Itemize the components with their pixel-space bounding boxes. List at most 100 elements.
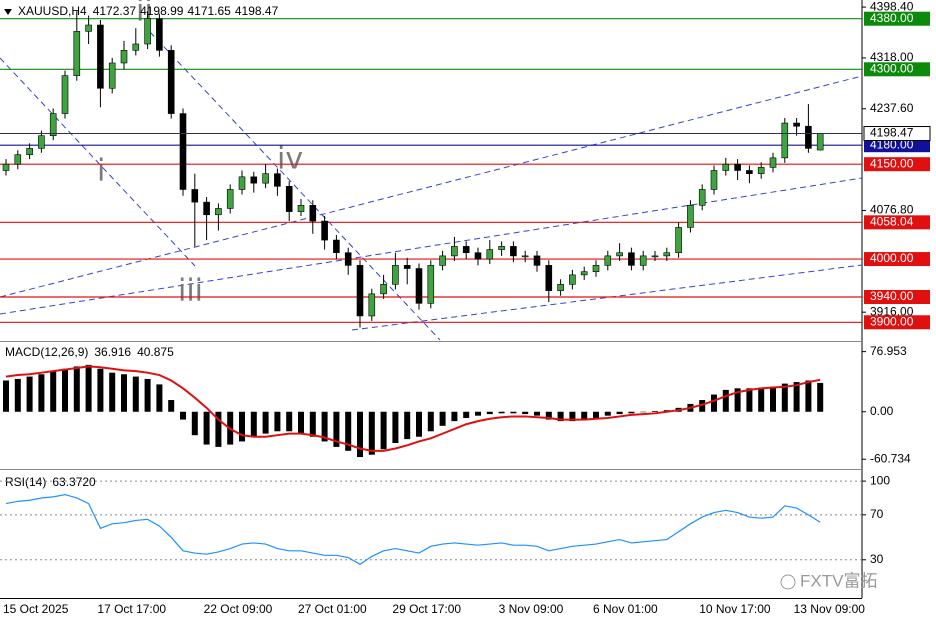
macd-bar (628, 411, 635, 414)
macd-bar (616, 411, 623, 415)
candle-body (698, 189, 706, 206)
macd-bar (203, 411, 210, 445)
candle-body (191, 189, 199, 203)
candle-body (2, 163, 10, 171)
macd-bar (463, 411, 470, 418)
candle-body (120, 50, 128, 64)
candle-body (167, 50, 175, 114)
macd-bar (392, 411, 399, 443)
candle-body (73, 31, 81, 76)
macd-bar (298, 411, 304, 434)
macd-bar (250, 411, 257, 437)
level-box (864, 11, 930, 26)
candle-body (415, 268, 423, 304)
y-tick-label: 30 (870, 552, 884, 566)
macd-bar (404, 411, 411, 440)
macd-bar (640, 411, 647, 413)
candle-body (61, 75, 69, 114)
macd-bar (368, 411, 375, 455)
signal-value: 40.875 (137, 345, 174, 359)
macd-bar (144, 378, 151, 412)
header-open: 4172.37 (93, 4, 137, 18)
rsi-line (5, 493, 821, 565)
macd-bar (333, 411, 340, 447)
macd-bar (652, 410, 658, 412)
macd-bar (593, 411, 599, 418)
candle-body (144, 18, 151, 45)
macd-bar (486, 411, 493, 415)
symbol: XAUUSD,H4 (18, 4, 87, 18)
y-tick-label: 70 (870, 507, 884, 521)
candle-body (203, 201, 210, 216)
macd-bar (711, 394, 717, 412)
candle-body (474, 252, 482, 260)
candle-body (734, 163, 741, 171)
macd-bar (746, 388, 753, 412)
macd-bar (545, 411, 552, 420)
watermark-icon (780, 574, 796, 590)
level-label: 4300.00 (870, 61, 914, 75)
candle-body (462, 246, 470, 254)
x-tick-label: 10 Nov 17:00 (699, 602, 771, 616)
candle-body (816, 133, 824, 151)
candle-body (356, 265, 364, 317)
y-tick-label: 76.953 (870, 344, 907, 358)
macd-bar (770, 386, 776, 412)
x-tick-label: 13 Nov 09:00 (794, 602, 866, 616)
macd-bar (156, 384, 163, 412)
macd-bar (97, 368, 104, 412)
macd-bar (3, 380, 9, 412)
candle-body (557, 284, 564, 291)
macd-bar (380, 411, 387, 450)
candle-body (179, 113, 187, 190)
candle-body (321, 220, 328, 241)
signal-line (5, 365, 821, 452)
macd-bar (215, 411, 222, 447)
macd-value: 36.916 (94, 345, 131, 359)
wave-label: iv (277, 142, 303, 177)
candle-body (710, 170, 718, 190)
macd-bar (510, 411, 517, 414)
candle-body (392, 265, 399, 285)
candle-body (592, 265, 600, 272)
candle-body (14, 154, 22, 165)
header-low: 4171.65 (187, 4, 231, 18)
macd-bar (345, 411, 352, 451)
candle-body (569, 274, 576, 285)
trend-line (351, 264, 863, 331)
candle-body (226, 189, 234, 209)
candle-body (26, 148, 33, 155)
macd-bar (321, 411, 328, 442)
macd-bar (416, 411, 422, 437)
y-tick-label: 4398.40 (870, 0, 914, 13)
trend-line (149, 31, 441, 341)
candle-body (521, 255, 529, 258)
macd-bar (73, 366, 80, 412)
level-label: 4380.00 (870, 11, 914, 25)
candle-body (510, 246, 517, 257)
level-box (864, 289, 930, 304)
candle-body (793, 122, 800, 127)
x-tick-label: 15 Oct 2025 (3, 602, 69, 616)
level-box (864, 138, 930, 153)
macd-bar (62, 368, 68, 412)
candle-body (781, 122, 789, 159)
candle-body (262, 173, 269, 184)
candle-body (49, 113, 57, 137)
y-tick-label: 3916.00 (870, 304, 914, 318)
candle-body (746, 170, 753, 174)
wave-label: i (97, 154, 105, 189)
macd-bar (498, 411, 505, 414)
macd-bar (475, 411, 481, 416)
y-tick-label: 0.00 (870, 404, 894, 418)
macd-bar (309, 411, 316, 437)
y-tick-label: 4318.00 (870, 50, 914, 64)
macd-bar (781, 383, 788, 412)
trend-line (0, 177, 863, 315)
level-label: 4150.00 (870, 156, 914, 170)
macd-bar (522, 411, 529, 415)
macd-bar (581, 411, 588, 420)
candle-body (85, 24, 92, 32)
macd-bar (274, 411, 281, 432)
